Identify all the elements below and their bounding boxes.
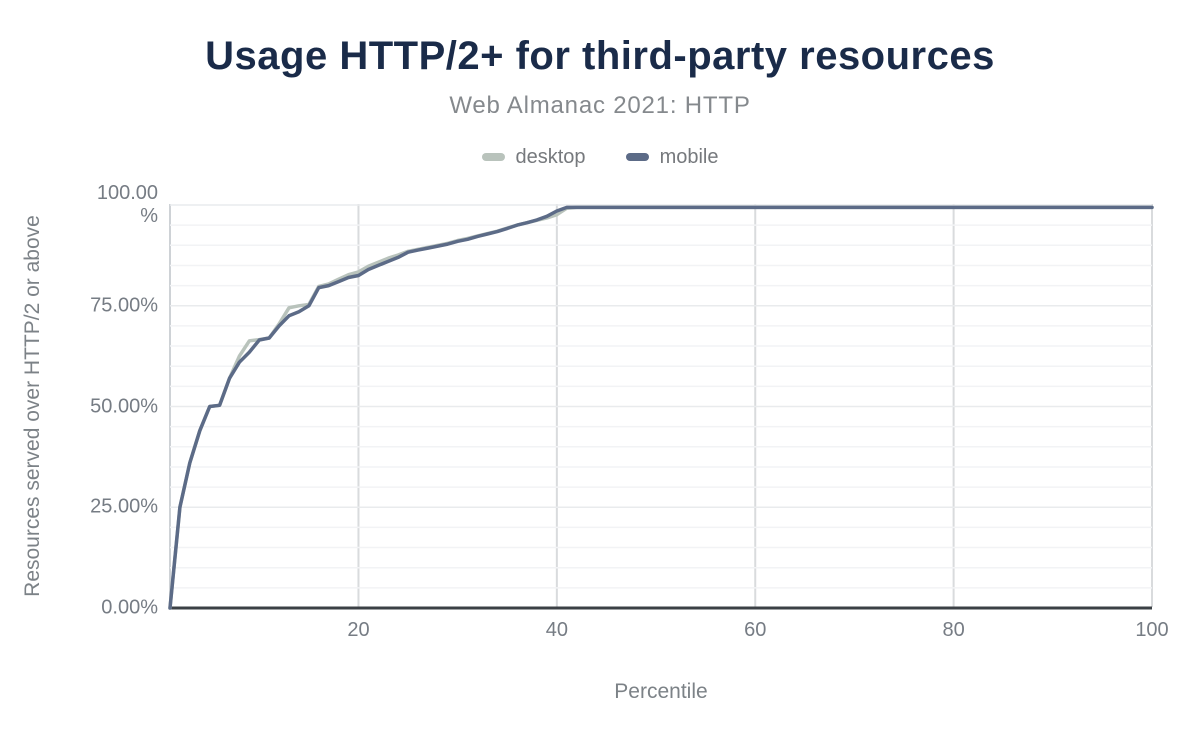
y-axis-tick: 0.00% — [101, 596, 158, 619]
chart-subtitle: Web Almanac 2021: HTTP — [449, 92, 751, 119]
y-axis-tick: 50.00% — [90, 395, 158, 417]
mobile-swatch-icon — [625, 153, 649, 161]
legend-label-desktop: desktop — [515, 145, 586, 168]
x-axis-title: Percentile — [614, 680, 708, 703]
mobile-series-line — [168, 205, 1154, 610]
legend-item-desktop[interactable]: desktop — [481, 145, 586, 169]
legend-label-mobile: mobile — [659, 145, 719, 168]
x-axis-tick: 100 — [1135, 619, 1169, 641]
x-axis-tick: 40 — [545, 619, 568, 641]
x-axis-tick: 20 — [347, 619, 370, 641]
x-axis-tick: 80 — [942, 619, 965, 641]
y-axis-title: Resources served over HTTP/2 or above — [21, 215, 44, 597]
chart-title: Usage HTTP/2+ for third-party resources — [205, 34, 995, 78]
x-axis-tick: 60 — [744, 619, 767, 641]
y-axis-tick: 25.00% — [90, 495, 158, 518]
desktop-swatch-icon — [481, 153, 505, 161]
chart-legend: desktop mobile — [0, 144, 1200, 170]
y-axis-tick: 100.00 % — [96, 182, 158, 227]
legend-item-mobile[interactable]: mobile — [625, 145, 719, 169]
horizontal-gridlines — [170, 204, 1152, 589]
y-axis-tick: 75.00% — [90, 294, 158, 317]
vertical-gridlines — [357, 204, 1153, 607]
